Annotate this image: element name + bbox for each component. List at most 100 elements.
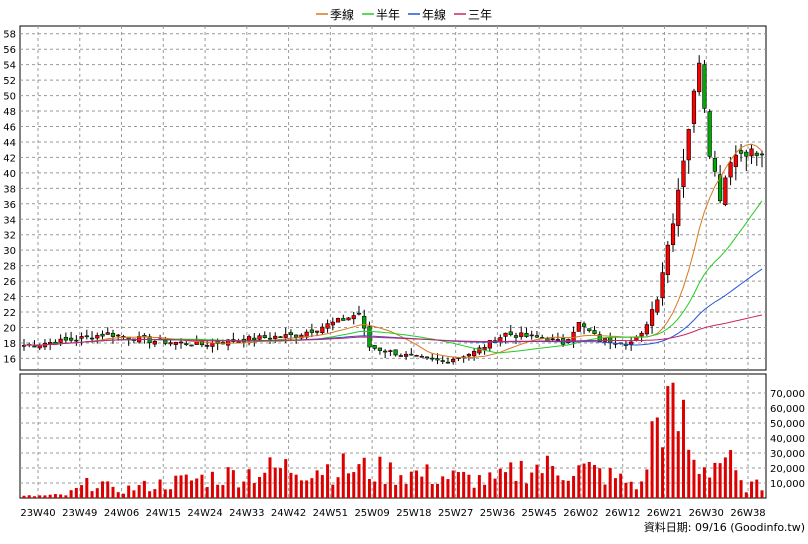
candle-body [398, 355, 403, 357]
candle-body [315, 330, 320, 333]
volume-bar [273, 467, 277, 498]
volume-bar [535, 464, 539, 498]
volume-bar [399, 475, 403, 498]
volume-bar [278, 468, 282, 498]
candle-body [199, 340, 205, 346]
price-tick-label: 22 [3, 308, 16, 319]
candle-body [189, 344, 194, 347]
candle-body [498, 337, 503, 342]
volume-tick-label: 30,000 [770, 449, 805, 460]
volume-bar [561, 480, 565, 498]
candle-body [707, 111, 712, 157]
legend-item-quarterly: 季線 [316, 7, 354, 22]
candle-body [723, 177, 728, 206]
data-date-footer: 資料日期: 09/16 (Goodinfo.tw) [644, 520, 805, 534]
candle-body [744, 151, 749, 157]
volume-bar [205, 487, 209, 498]
volume-bar [645, 469, 649, 498]
volume-bar [132, 490, 136, 498]
candle-body [718, 174, 723, 202]
time-tick-label: 26W12 [605, 508, 640, 519]
candle-body [168, 342, 173, 345]
moving-averages [23, 143, 763, 359]
volume-bar [336, 477, 340, 498]
volume-tick-label: 70,000 [770, 389, 805, 400]
legend-item-yearly: 年線 [408, 7, 446, 22]
volume-bar [692, 459, 696, 498]
volume-bar [603, 484, 607, 498]
candle-body [409, 353, 414, 356]
candle-body [487, 340, 492, 349]
candle-body [691, 90, 697, 124]
price-tick-label: 52 [3, 76, 16, 87]
volume-bar [121, 493, 125, 498]
price-tick-label: 36 [3, 200, 16, 211]
candle-body [477, 347, 482, 354]
candle-body [278, 336, 283, 338]
volume-bar [221, 485, 225, 498]
candle-body [414, 354, 419, 357]
volume-bar [666, 386, 670, 498]
volume-bar [347, 473, 351, 498]
volume-bar [158, 479, 162, 498]
candle-body [435, 358, 440, 361]
candle-body [529, 334, 534, 337]
volume-bar [184, 474, 188, 498]
volume-bar [116, 492, 120, 498]
volume-bar [750, 481, 754, 498]
volume-bar [231, 470, 235, 498]
volume-bar [760, 490, 764, 498]
time-tick-label: 26W21 [647, 508, 682, 519]
candle-body [309, 329, 314, 333]
volume-bar [27, 495, 31, 498]
volume-bar [289, 472, 293, 498]
volume-bar [101, 481, 105, 498]
volume-bar [326, 464, 330, 498]
time-tick-label: 25W18 [396, 508, 431, 519]
volume-bar [451, 470, 455, 498]
volume-bar [237, 487, 241, 498]
volume-bar [582, 463, 586, 498]
volume-bar [676, 431, 680, 498]
candle-body [262, 335, 267, 339]
time-tick-label: 24W15 [146, 508, 181, 519]
candle-body [534, 335, 540, 338]
price-tick-label: 44 [3, 138, 16, 149]
candle-body [702, 64, 707, 109]
candle-body [388, 350, 393, 352]
volume-bar [216, 484, 220, 498]
candle-body [152, 341, 157, 345]
price-tick-label: 24 [3, 293, 16, 304]
time-tick-label: 26W30 [689, 508, 724, 519]
volume-bar [163, 489, 167, 498]
price-tick-label: 28 [3, 262, 16, 273]
svg-text:季線: 季線 [330, 7, 354, 22]
price-axis: 16 18 20 22 24 26 28 30 32 34 36 38 40 42 44 46 48 50 52 54… [3, 30, 16, 366]
candle-body [576, 322, 581, 332]
candle-body [655, 299, 660, 313]
volume-bar [472, 487, 476, 498]
candle-body [482, 347, 487, 351]
volume-bar [315, 470, 319, 498]
volume-axis: 10,000 20,000 30,000 40,000 50,000 60,000 70,0… [770, 389, 805, 490]
volume-bar [331, 484, 335, 498]
volume-bar [739, 480, 743, 498]
candle-body [550, 338, 555, 341]
volume-bar [629, 481, 633, 498]
candlesticks [21, 55, 765, 365]
legend-item-halfyear: 半年 [362, 8, 400, 22]
candle-body [393, 349, 398, 356]
candle-body [419, 355, 424, 358]
candle-body [754, 152, 759, 156]
volume-bar [352, 472, 356, 498]
candle-body [372, 345, 377, 349]
volume-bar [367, 479, 371, 498]
volume-bar [247, 469, 251, 498]
candle-body [681, 160, 686, 188]
candle-body [341, 318, 346, 321]
volume-bar [593, 465, 597, 498]
candle-body [226, 339, 231, 346]
price-tick-label: 54 [3, 61, 16, 72]
price-tick-label: 50 [3, 92, 16, 103]
candle-body [173, 341, 178, 345]
